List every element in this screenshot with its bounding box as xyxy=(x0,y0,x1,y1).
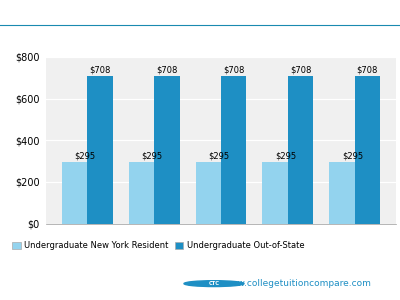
Bar xyxy=(262,162,288,224)
Text: $708: $708 xyxy=(357,65,378,74)
Text: -time students and/or overload credits (2020: -time students and/or overload credits (… xyxy=(4,27,302,40)
Bar xyxy=(129,162,154,224)
Bar xyxy=(355,76,380,224)
Text: Y College of Agriculture and Technology at Cobleskill 2024 Tuition Per Credit: Y College of Agriculture and Technology … xyxy=(4,1,270,7)
Text: $708: $708 xyxy=(89,65,111,74)
Bar xyxy=(62,162,87,224)
Text: $295: $295 xyxy=(208,151,230,160)
Text: $295: $295 xyxy=(342,151,363,160)
Bar xyxy=(288,76,313,224)
Circle shape xyxy=(184,281,244,286)
Text: $295: $295 xyxy=(75,151,96,160)
Text: $295: $295 xyxy=(275,151,296,160)
Bar xyxy=(87,76,113,224)
Text: www.collegetuitioncompare.com: www.collegetuitioncompare.com xyxy=(217,279,371,288)
Text: $708: $708 xyxy=(290,65,311,74)
Bar xyxy=(154,76,180,224)
Text: $708: $708 xyxy=(223,65,244,74)
Bar xyxy=(221,76,246,224)
Bar xyxy=(196,162,221,224)
Text: $708: $708 xyxy=(156,65,178,74)
Bar xyxy=(329,162,355,224)
Legend: Undergraduate New York Resident, Undergraduate Out-of-State: Undergraduate New York Resident, Undergr… xyxy=(12,242,304,250)
Text: CTC: CTC xyxy=(208,281,220,286)
Text: $295: $295 xyxy=(142,151,162,160)
